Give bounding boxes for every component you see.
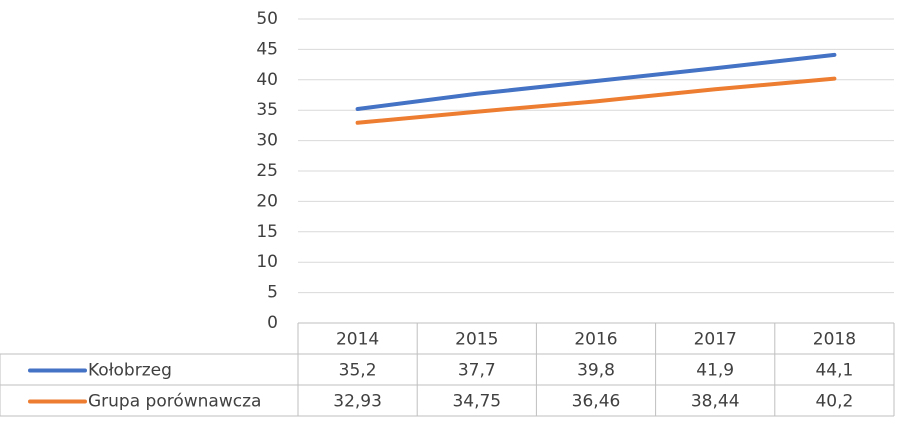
y-tick-label: 40 bbox=[256, 70, 278, 90]
y-tick-label: 5 bbox=[267, 283, 278, 303]
x-tick-label: 2015 bbox=[455, 330, 498, 350]
table-value: 35,2 bbox=[339, 361, 377, 381]
y-tick-label: 20 bbox=[256, 191, 278, 211]
table-value: 44,1 bbox=[815, 361, 853, 381]
x-tick-label: 2016 bbox=[574, 330, 617, 350]
y-tick-label: 50 bbox=[256, 9, 278, 29]
table-value: 36,46 bbox=[572, 392, 621, 412]
table-value: 37,7 bbox=[458, 361, 496, 381]
legend-label: Grupa porównawcza bbox=[88, 392, 261, 412]
table-value: 38,44 bbox=[691, 392, 740, 412]
y-tick-label: 30 bbox=[256, 131, 278, 151]
x-tick-label: 2018 bbox=[813, 330, 856, 350]
x-tick-label: 2014 bbox=[336, 330, 379, 350]
series-line bbox=[355, 76, 837, 125]
y-tick-label: 45 bbox=[256, 39, 278, 59]
table-value: 40,2 bbox=[815, 392, 853, 412]
y-tick-label: 35 bbox=[256, 100, 278, 120]
y-tick-label: 15 bbox=[256, 222, 278, 242]
table-value: 41,9 bbox=[696, 361, 734, 381]
legend-label: Kołobrzeg bbox=[88, 361, 172, 381]
y-tick-label: 25 bbox=[256, 161, 278, 181]
y-tick-label: 0 bbox=[267, 313, 278, 333]
series-line bbox=[355, 52, 837, 111]
x-tick-label: 2017 bbox=[694, 330, 737, 350]
y-tick-label: 10 bbox=[256, 252, 278, 272]
table-value: 39,8 bbox=[577, 361, 615, 381]
table-value: 32,93 bbox=[333, 392, 382, 412]
table-value: 34,75 bbox=[452, 392, 501, 412]
